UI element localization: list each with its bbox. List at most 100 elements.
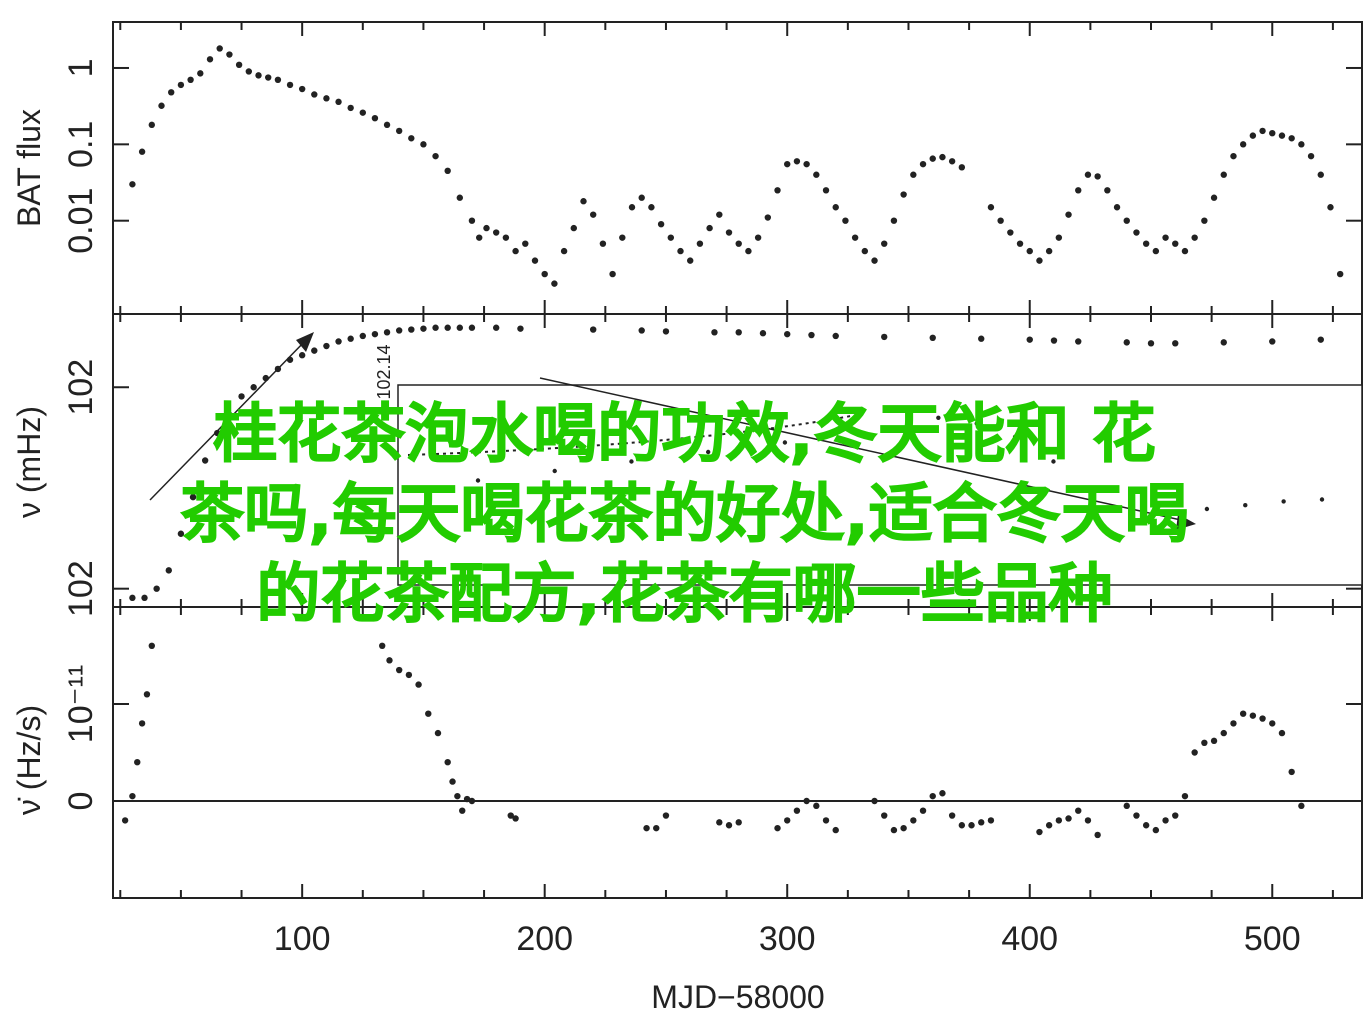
frequency-derivative-point <box>1152 826 1160 834</box>
frequency-point <box>189 493 197 501</box>
flux-point <box>987 204 995 211</box>
flux-point <box>168 89 175 96</box>
flux-point <box>226 51 233 58</box>
frequency-point <box>383 329 391 336</box>
y-tick-label: 102 <box>62 560 100 617</box>
flux-point <box>531 257 539 264</box>
frequency-derivative-point <box>1055 817 1063 824</box>
frequency-point <box>323 342 330 350</box>
flux-point <box>716 211 723 218</box>
y-tick-label: 10⁻¹¹ <box>62 665 100 743</box>
flux-point <box>129 181 136 188</box>
frequency-point <box>1220 339 1227 346</box>
frequency-derivative-point <box>822 817 830 824</box>
flux-point <box>158 102 165 109</box>
frequency-derivative-point <box>1191 749 1198 756</box>
flux-point <box>1181 247 1189 255</box>
frequency-derivative-point <box>434 729 442 737</box>
flux-point <box>687 257 694 264</box>
flux-point <box>1201 217 1208 224</box>
frequency-derivative-point <box>813 802 820 810</box>
frequency-point <box>311 347 318 354</box>
panel-frame <box>112 606 1363 899</box>
frequency-derivative-point <box>444 759 451 766</box>
frequency-point <box>395 327 403 334</box>
frequency-point <box>165 567 172 574</box>
frequency-derivative-point <box>653 824 660 832</box>
flux-point <box>822 187 830 194</box>
flux-point <box>311 91 318 98</box>
frequency-derivative-point <box>371 613 379 620</box>
frequency-derivative-point <box>919 807 927 814</box>
frequency-point <box>129 594 136 602</box>
flux-point <box>323 95 330 102</box>
flux-point <box>735 240 742 247</box>
watermark-overlay-text: 桂花茶泡水喝的功效,冬天能和 花 茶吗,每天喝花茶的好处,适合冬天喝 的花茶配方… <box>0 395 1369 635</box>
flux-point <box>560 247 568 255</box>
inset-point <box>475 478 481 483</box>
frequency-derivative-point <box>463 795 471 803</box>
flux-point <box>1045 247 1053 255</box>
flux-point <box>502 234 510 241</box>
frequency-derivative-point <box>716 819 723 826</box>
flux-point <box>570 224 577 232</box>
flux-point <box>1191 234 1198 241</box>
flux-point <box>677 247 684 255</box>
flux-point <box>274 76 282 84</box>
frequency-point <box>432 324 439 331</box>
flux-point <box>1162 234 1169 241</box>
inset-point <box>629 459 634 464</box>
inset-point <box>1204 506 1210 512</box>
frequency-derivative-point <box>121 817 129 824</box>
flux-point <box>696 240 704 247</box>
flux-point <box>628 204 636 211</box>
flux-point <box>832 204 839 211</box>
flux-point <box>456 194 464 201</box>
flux-point <box>444 167 451 175</box>
frequency-derivative-point <box>1249 712 1257 719</box>
frequency-derivative-point <box>1259 715 1266 722</box>
frequency-derivative-point <box>958 822 966 829</box>
flux-point <box>919 160 927 168</box>
flux-point <box>657 220 665 228</box>
flux-point <box>1278 132 1286 139</box>
flux-point <box>1259 127 1266 135</box>
flux-point <box>997 217 1004 224</box>
flux-point <box>890 217 898 224</box>
flux-point <box>764 214 772 221</box>
x-tick-label: 400 <box>1001 920 1058 958</box>
flux-point <box>541 270 548 278</box>
flux-point <box>522 240 529 247</box>
frequency-point <box>444 324 451 331</box>
flux-point <box>706 224 713 232</box>
inset-point <box>782 440 788 445</box>
frequency-derivative-point <box>1210 737 1218 745</box>
inset-point <box>1319 497 1325 502</box>
frequency-derivative-point <box>129 792 136 800</box>
arrow-head <box>1176 514 1196 530</box>
overlay-line: 桂花茶泡水喝的功效,冬天能和 花 <box>213 398 1157 473</box>
frequency-derivative-point <box>379 642 386 649</box>
frequency-derivative-point <box>735 819 742 826</box>
frequency-derivative-point <box>512 815 519 822</box>
flux-point <box>580 198 587 205</box>
frequency-point <box>638 327 645 334</box>
inset-point <box>1012 434 1018 439</box>
frequency-point <box>1075 338 1082 345</box>
y-tick-label: 102 <box>62 359 100 416</box>
frequency-derivative-point <box>1298 802 1305 810</box>
flux-point <box>667 234 675 241</box>
flux-point <box>881 240 888 247</box>
flux-point <box>1152 247 1160 255</box>
flux-point <box>648 204 655 211</box>
frequency-derivative-point <box>386 657 393 664</box>
frequency-derivative-point <box>395 666 403 674</box>
frequency-derivative-point <box>1133 812 1140 819</box>
flux-point <box>813 171 820 178</box>
frequency-point <box>177 530 185 537</box>
arrow-line <box>149 337 309 501</box>
frequency-point <box>141 594 148 602</box>
flux-point <box>420 141 427 148</box>
flux-point <box>265 74 272 81</box>
